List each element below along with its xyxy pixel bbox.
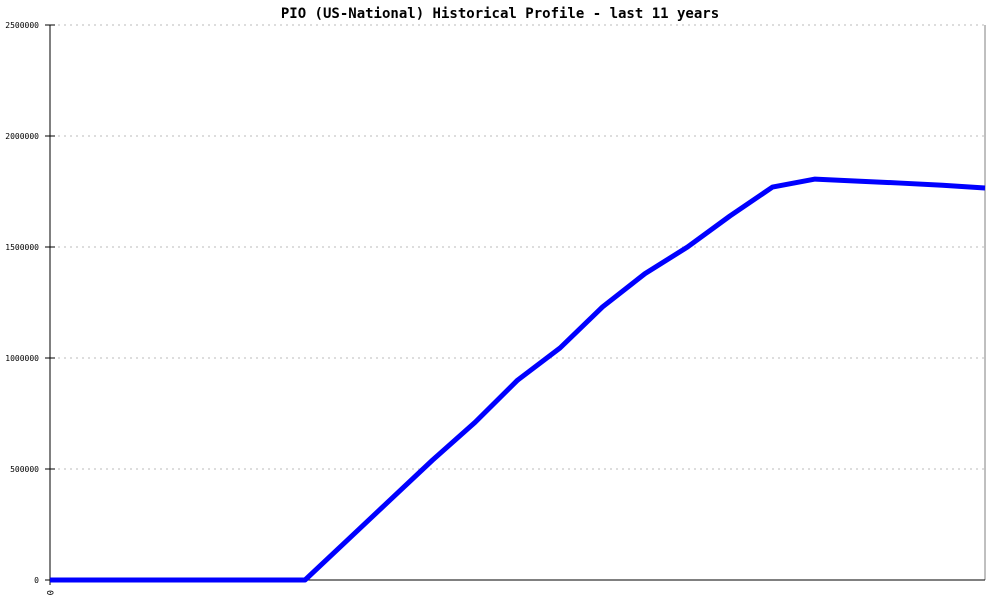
y-tick-label: 0: [34, 576, 39, 585]
y-tick-label: 2000000: [5, 132, 39, 141]
x-tick-label: 0: [44, 590, 54, 595]
y-tick-label: 2500000: [5, 21, 39, 30]
y-tick-label: 1500000: [5, 243, 39, 252]
chart-title: PIO (US-National) Historical Profile - l…: [281, 6, 719, 22]
y-tick-label: 1000000: [5, 354, 39, 363]
series-line: [50, 176, 986, 583]
y-tick-label: 500000: [10, 465, 39, 474]
